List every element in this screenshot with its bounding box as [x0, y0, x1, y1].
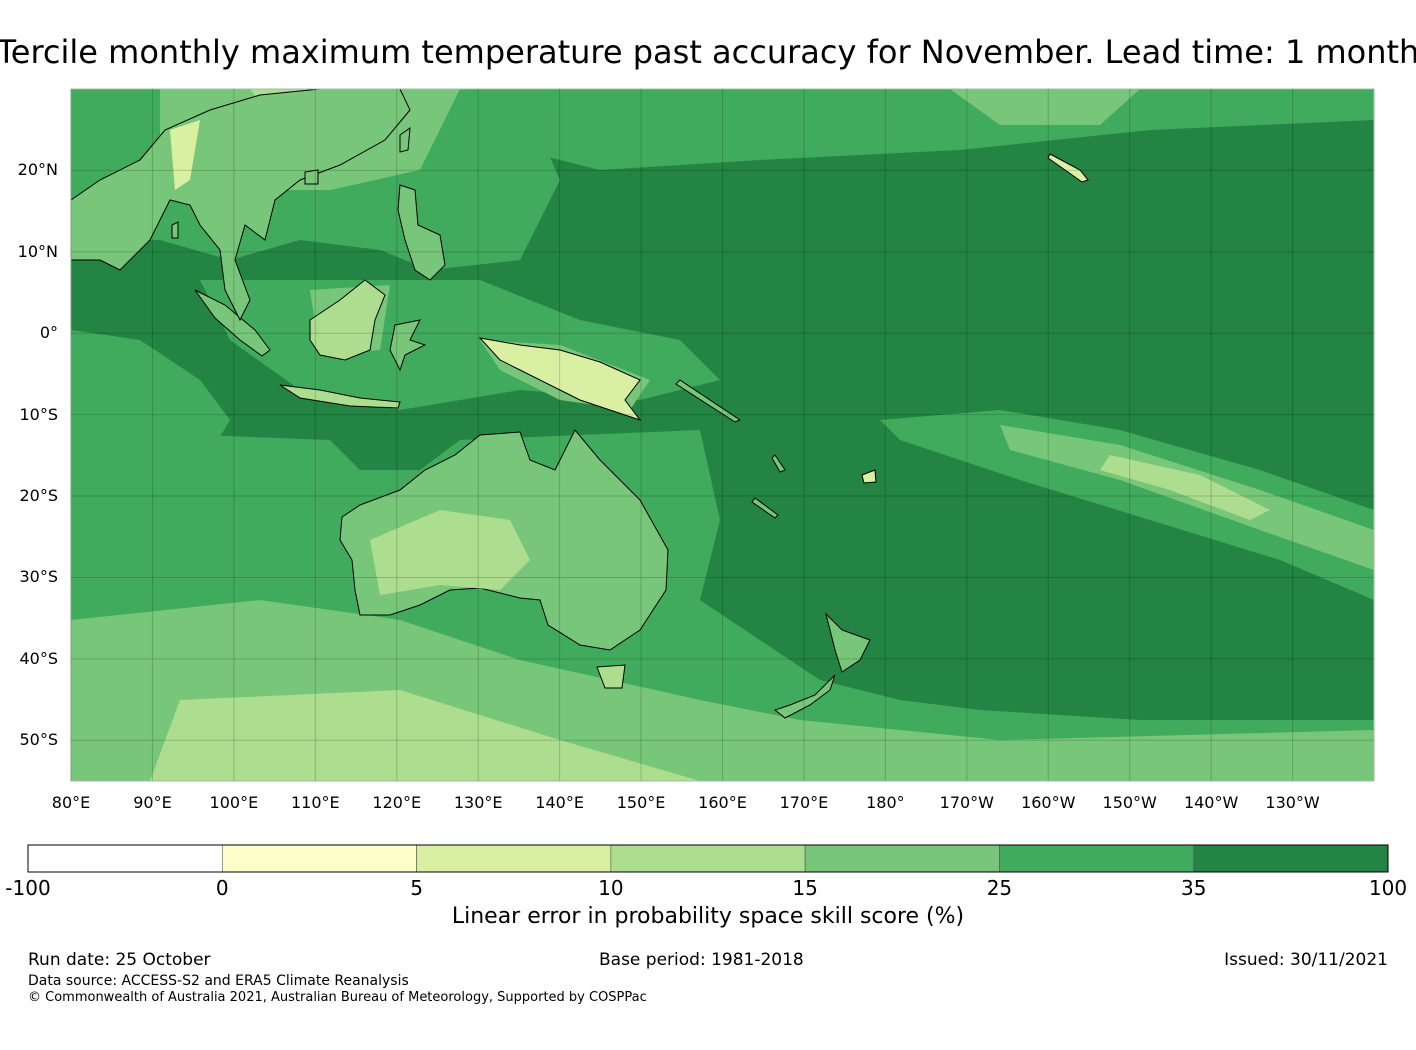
colorbar-tick-label: 100: [1368, 876, 1408, 900]
colorbar-segment: [221, 844, 417, 873]
asia-mainland-pale: [170, 120, 200, 190]
latitude-label: 50°S: [19, 730, 58, 750]
hainan-island: [304, 169, 319, 185]
new-guinea-island: [478, 337, 642, 421]
sulawesi-island: [389, 319, 427, 372]
base-period: Base period: 1981-2018: [599, 950, 804, 970]
colorbar-frame: [27, 844, 1389, 873]
north-pacific-band-light: [950, 89, 1140, 125]
chart-title: Tercile monthly maximum temperature past…: [0, 30, 1416, 74]
colorbar-label: Linear error in probability space skill …: [451, 904, 965, 929]
colorbar-tick-label: -100: [5, 876, 51, 900]
data-source: Data source: ACCESS-S2 and ERA5 Climate …: [28, 973, 409, 989]
colorbar-tick-label: 25: [986, 876, 1013, 900]
tasmania: [596, 664, 626, 689]
south-pacific-diagonal-band: [880, 410, 1374, 600]
new-zealand-north: [825, 612, 871, 673]
indian-ocean-band: [71, 330, 230, 480]
longitude-label: 130°W: [1265, 793, 1320, 812]
colorbar-segment: [804, 844, 1000, 873]
asia-mainland: [71, 89, 411, 322]
issued-date: Issued: 30/11/2021: [1224, 950, 1388, 970]
colorbar-tick-label: 35: [1180, 876, 1207, 900]
map-frame: [70, 88, 1375, 782]
new-caledonia-island: [751, 497, 779, 519]
run-date: Run date: 25 October: [28, 950, 211, 970]
south-pacific-diagonal-pale: [1100, 455, 1270, 520]
solomon-islands: [675, 379, 742, 423]
latitude-label: 10°N: [17, 241, 58, 261]
longitude-label: 130°E: [453, 793, 503, 812]
longitude-label: 140°E: [535, 793, 584, 812]
colorbar-tick-label: 5: [410, 876, 423, 900]
latitude-label: 40°S: [19, 648, 58, 668]
new-zealand-south: [773, 674, 836, 719]
copyright: © Commonwealth of Australia 2021, Austra…: [28, 990, 647, 1005]
vanuatu-islands: [771, 454, 786, 473]
latitude-label: 10°S: [19, 404, 58, 424]
borneo-island: [309, 279, 386, 361]
chart-title-text: Tercile monthly maximum temperature past…: [0, 33, 1416, 71]
longitude-label: 150°E: [616, 793, 666, 812]
longitude-label: 110°E: [290, 793, 340, 812]
gridlines: [70, 89, 1374, 781]
north-pacific-band: [520, 89, 1374, 170]
australia-interior-light: [370, 510, 530, 595]
philippines-island: [397, 184, 446, 281]
longitude-label: 160°W: [1021, 793, 1076, 812]
longitude-label: 120°E: [372, 793, 422, 812]
latitude-label: 20°N: [17, 160, 58, 180]
longitude-label: 150°W: [1102, 793, 1157, 812]
hawaii-islands: [1047, 153, 1089, 183]
longitude-label: 180°: [866, 793, 905, 812]
colorbar-tick-label: 10: [598, 876, 624, 900]
colorbar-segment: [610, 844, 806, 873]
southern-ocean-pale: [150, 690, 700, 781]
java-island: [279, 384, 401, 409]
sri-lanka-island: [171, 221, 179, 239]
sumatra-island: [194, 289, 271, 357]
longitude-label: 140°W: [1183, 793, 1239, 812]
latitude-label: 0°: [39, 323, 58, 343]
colorbar-segment: [1193, 844, 1389, 873]
longitude-label: 100°E: [209, 793, 259, 812]
longitude-label: 170°W: [939, 793, 994, 812]
latitude-label: 30°S: [19, 567, 58, 587]
fiji-islands: [861, 469, 877, 484]
colorbar-segment: [27, 844, 223, 873]
longitude-label: 80°E: [51, 793, 91, 812]
colorbar-tick-label: 15: [792, 876, 818, 900]
colorbar: [27, 844, 1389, 873]
longitude-label: 90°E: [133, 793, 172, 812]
longitude-label: 170°E: [779, 793, 829, 812]
colorbar-segment: [416, 844, 612, 873]
colorbar-tick-label: 0: [215, 876, 229, 900]
longitude-label: 160°E: [698, 793, 747, 812]
latitude-label: 20°S: [19, 486, 58, 506]
colorbar-segment: [999, 844, 1195, 873]
south-pacific-diagonal-light: [1000, 425, 1374, 570]
taiwan-island: [399, 126, 411, 153]
